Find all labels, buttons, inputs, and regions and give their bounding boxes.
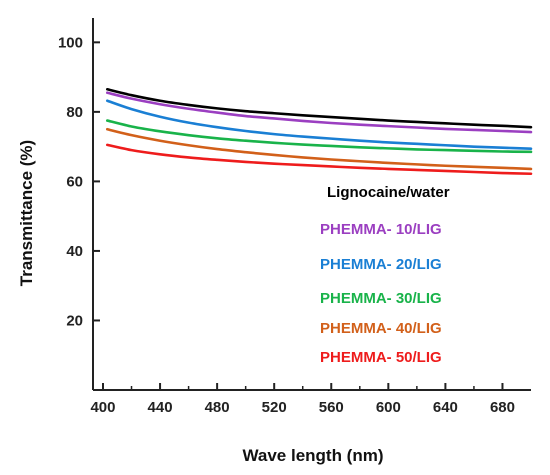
x-tick-label: 520	[262, 399, 287, 416]
legend-label: PHEMMA- 30/LIG	[320, 290, 442, 307]
y-tick-label: 60	[66, 173, 83, 190]
x-tick-label: 640	[433, 399, 458, 416]
legend-label: PHEMMA- 10/LIG	[320, 221, 442, 238]
series-line-2	[105, 91, 533, 134]
legend-label: PHEMMA- 20/LIG	[320, 256, 442, 273]
legend-label: PHEMMA- 40/LIG	[320, 320, 442, 337]
legend-label: Lignocaine/water	[327, 184, 450, 201]
x-tick-label: 400	[90, 399, 115, 416]
y-tick-label: 20	[66, 312, 83, 329]
x-axis-title: Wave length (nm)	[242, 446, 383, 465]
y-axis-title: Transmittance (%)	[17, 140, 36, 286]
chart-series-group	[105, 87, 533, 176]
series-line-6	[105, 143, 533, 176]
x-tick-label: 440	[148, 399, 173, 416]
x-tick-label: 680	[490, 399, 515, 416]
x-tick-label: 600	[376, 399, 401, 416]
series-line-1	[105, 87, 533, 129]
y-tick-label: 80	[66, 104, 83, 121]
x-tick-label: 480	[205, 399, 230, 416]
x-tick-label: 560	[319, 399, 344, 416]
y-tick-label: 40	[66, 243, 83, 260]
series-line-3	[105, 99, 533, 151]
legend-label: PHEMMA- 50/LIG	[320, 349, 442, 366]
chart-legend: Lignocaine/water PHEMMA- 10/LIG PHEMMA- 20…	[320, 184, 450, 366]
series-line-4	[105, 119, 533, 154]
chart-axes: 20 40 60 80 100 400 440 480 520 560 600 640 680	[58, 18, 531, 416]
y-tick-label: 100	[58, 34, 83, 51]
series-line-5	[105, 127, 533, 171]
